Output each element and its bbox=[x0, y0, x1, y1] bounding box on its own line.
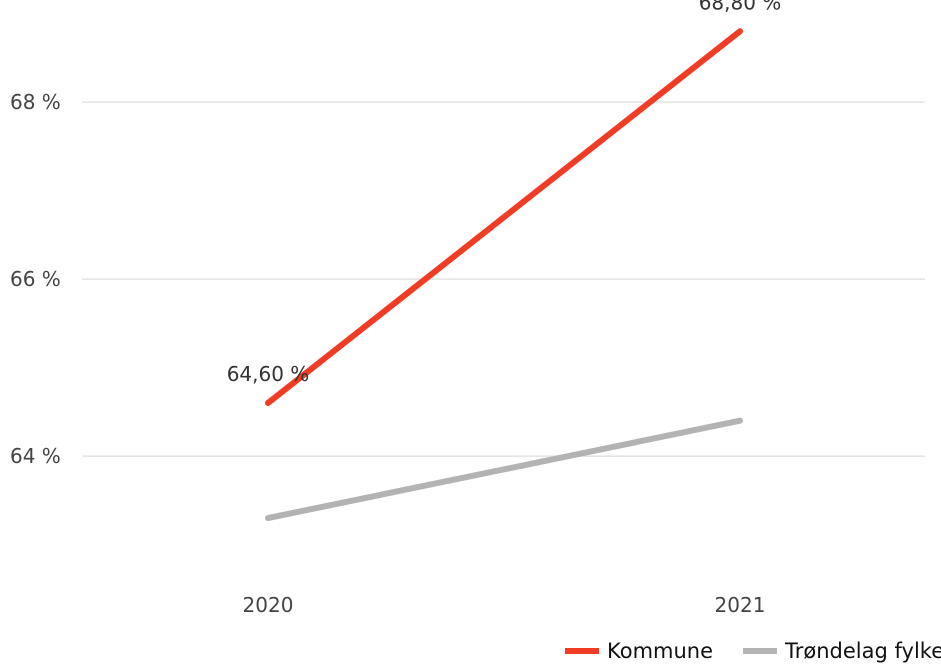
legend: Kommune Trøndelag fylke bbox=[565, 639, 941, 663]
legend-label: Kommune bbox=[607, 639, 713, 663]
y-axis-ticks: 64 % 66 % 68 % bbox=[10, 90, 61, 468]
x-tick-label: 2021 bbox=[715, 593, 766, 617]
x-axis-ticks: 2020 2021 bbox=[243, 593, 766, 617]
x-tick-label: 2020 bbox=[243, 593, 294, 617]
y-tick-label: 68 % bbox=[10, 90, 61, 114]
series-lines bbox=[265, 28, 743, 522]
series-line-0 bbox=[265, 28, 743, 406]
y-tick-label: 66 % bbox=[10, 267, 61, 291]
data-labels: 64,60 % 68,80 % bbox=[227, 0, 782, 386]
data-label: 64,60 % bbox=[227, 362, 310, 386]
legend-label: Trøndelag fylke bbox=[784, 639, 941, 663]
series-line-1 bbox=[265, 417, 743, 522]
data-label: 68,80 % bbox=[699, 0, 782, 14]
y-tick-label: 64 % bbox=[10, 444, 61, 468]
grid-lines bbox=[82, 101, 925, 457]
